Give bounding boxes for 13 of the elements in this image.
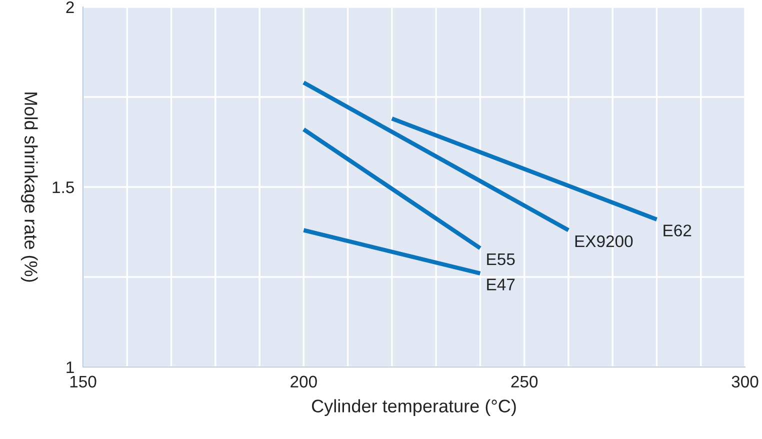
series-label: EX9200 [575,235,633,248]
y-tick-label: 1 [66,362,74,374]
x-axis-title: Cylinder temperature (°C) [312,399,516,416]
series-label: E62 [664,224,692,236]
y-axis-title: Mold shrinkage rate (%) [20,92,38,282]
x-tick-label: 200 [290,376,317,388]
x-tick-label: 150 [70,376,96,388]
x-tick-label: 300 [732,376,758,388]
series-label: E55 [487,254,515,266]
y-tick-label: 2 [66,1,74,14]
x-tick-label: 250 [511,376,538,388]
series-label: E47 [487,278,515,290]
y-tick-label: 1.5 [52,182,74,194]
